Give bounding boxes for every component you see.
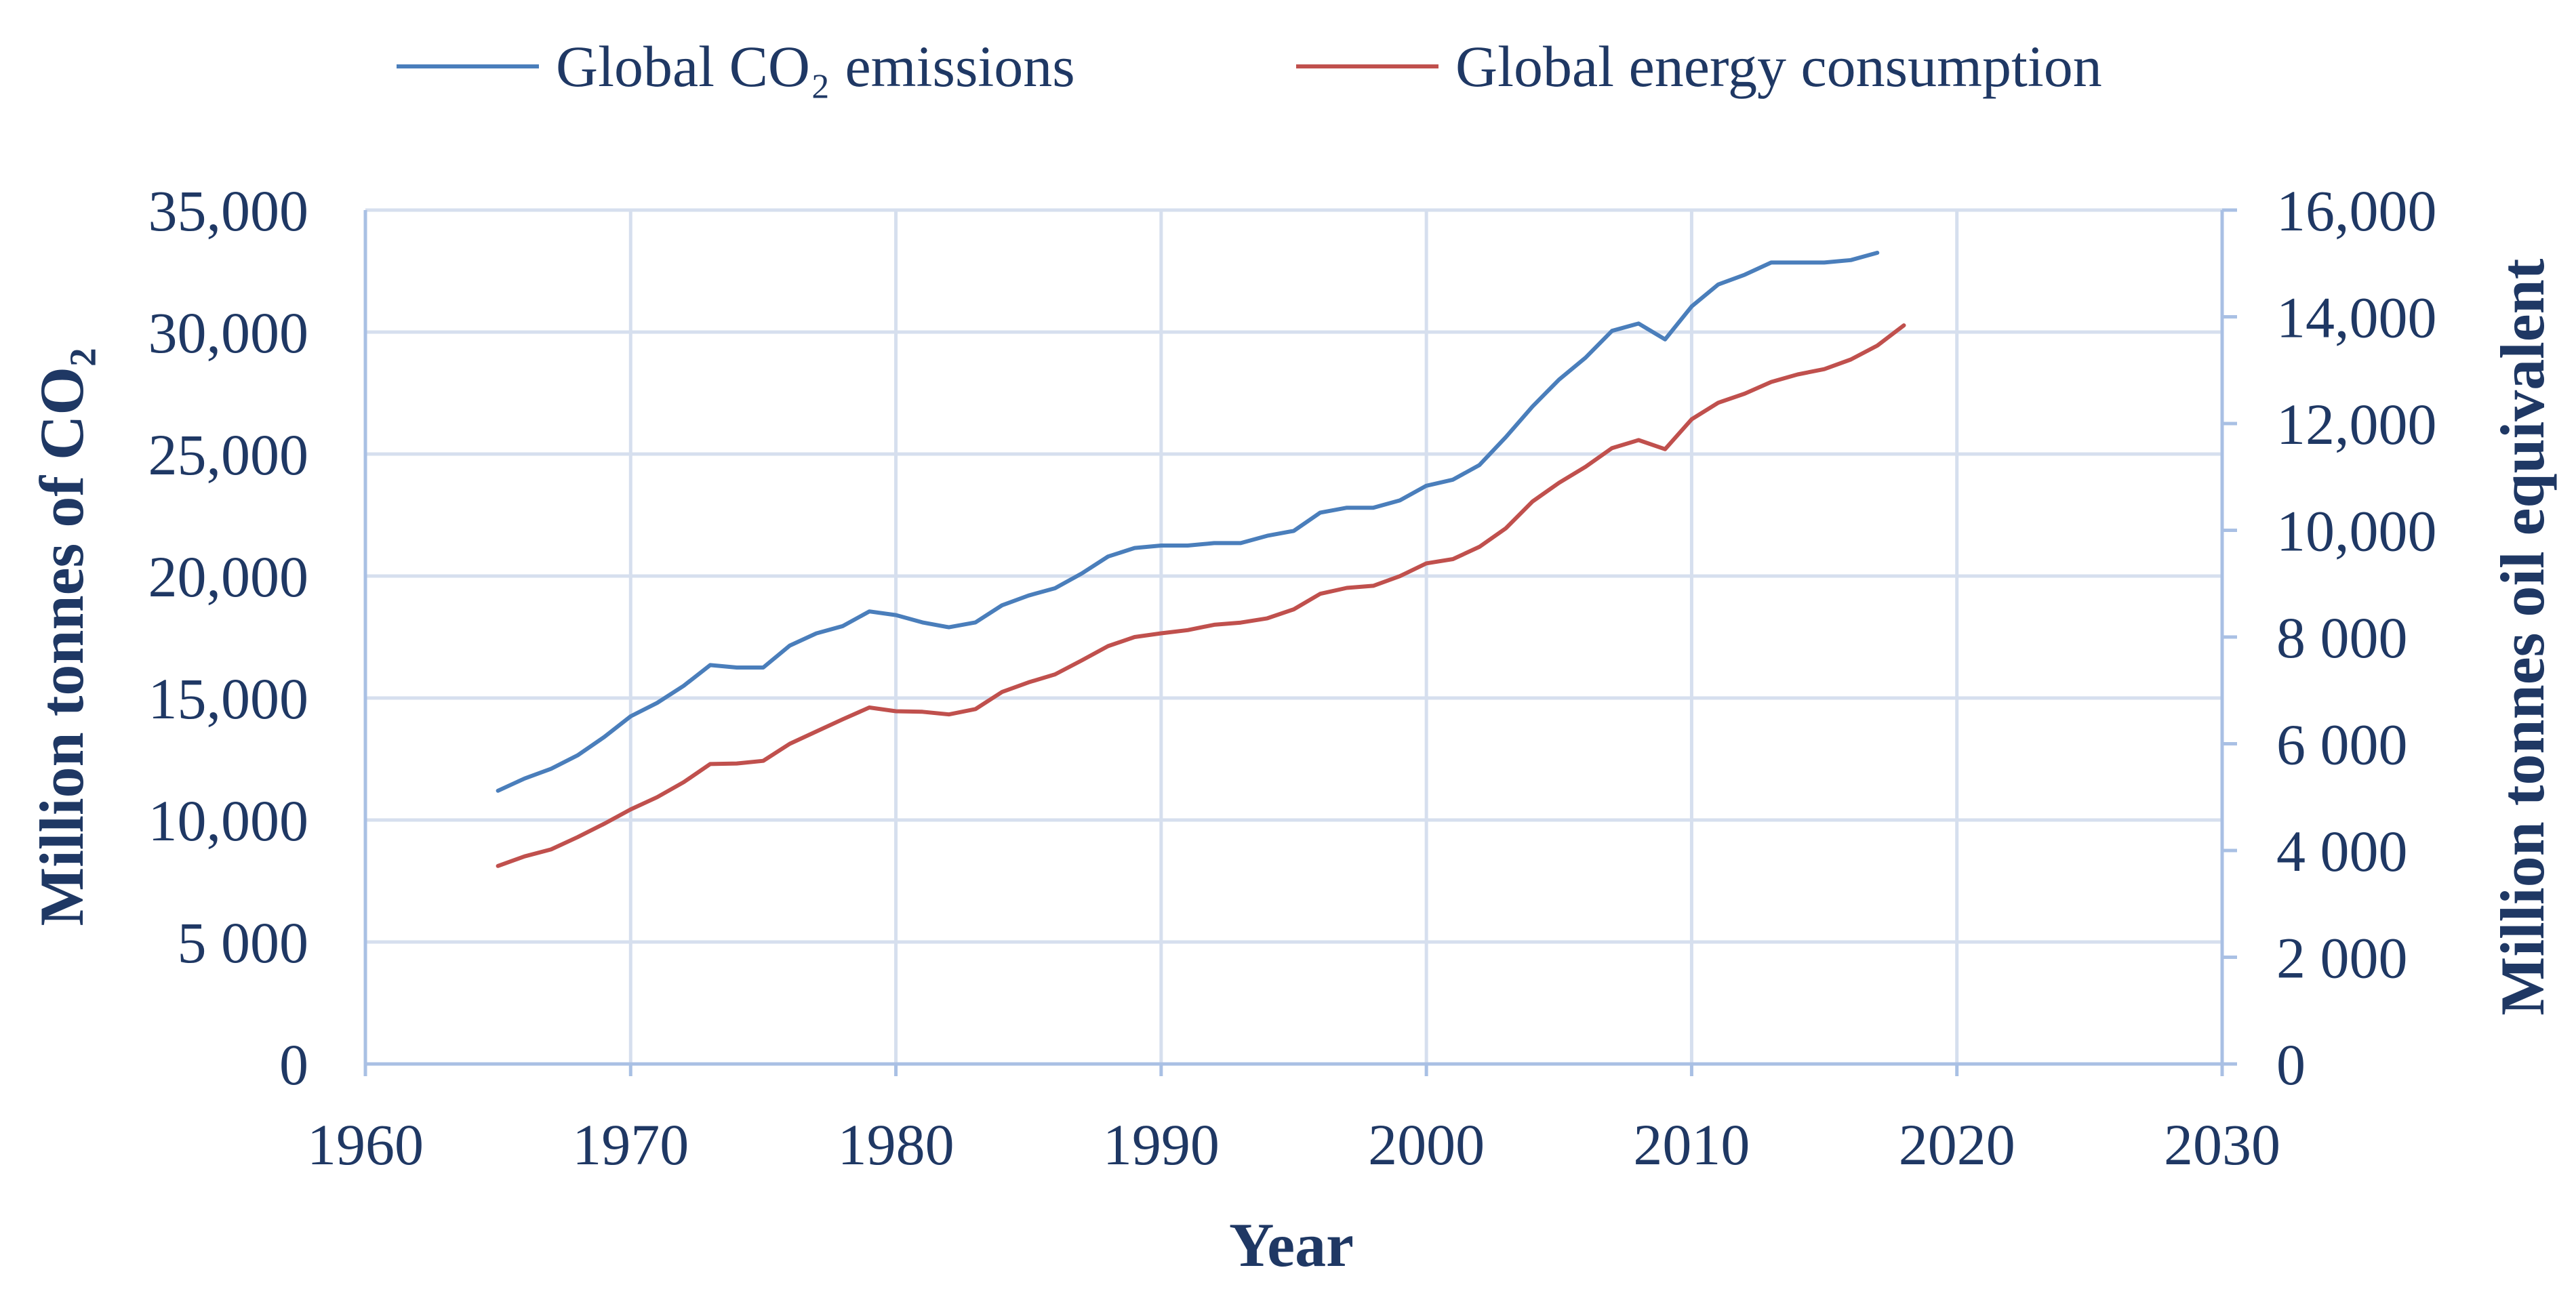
y-left-tick-label: 35,000 (148, 178, 309, 243)
x-tick-label: 2030 (2164, 1112, 2280, 1177)
x-tick-label: 1980 (838, 1112, 954, 1177)
y-axis-left-title: Million tonnes of CO₂ (27, 348, 96, 926)
y-right-tick-label: 0 (2276, 1032, 2306, 1097)
x-tick-label: 1990 (1103, 1112, 1220, 1177)
y-left-tick-labels: 0 5 000 10,000 15,000 20,000 25,000 30,000 35,0… (148, 178, 309, 1097)
y-right-tick-label: 8 000 (2276, 605, 2408, 670)
axes (363, 210, 2224, 1066)
x-axis-title: Year (1229, 1210, 1354, 1279)
y-left-tick-label: 20,000 (148, 544, 309, 609)
x-tick-label: 2000 (1368, 1112, 1485, 1177)
legend: Global CO₂ emissions Global energy consu… (397, 34, 2102, 99)
gridlines (363, 208, 2237, 1076)
x-tick-labels: 1960 1970 1980 1990 2000 2010 2020 2030 (307, 1112, 2280, 1177)
y-right-tick-label: 16,000 (2276, 178, 2437, 243)
x-tick-label: 2010 (1633, 1112, 1750, 1177)
x-tick-label: 1960 (307, 1112, 424, 1177)
x-tick-label: 1970 (572, 1112, 689, 1177)
y-right-tick-labels: 0 2 000 4 000 6 000 8 000 10,000 12,000 14,000 1… (2276, 178, 2437, 1097)
y-right-tick-label: 2 000 (2276, 926, 2408, 991)
y-axis-right-title: Million tonnes oil equivalent (2488, 258, 2557, 1015)
series (496, 251, 1906, 868)
legend-item-co2: Global CO₂ emissions (397, 34, 1075, 99)
y-left-tick-label: 25,000 (148, 422, 309, 487)
y-right-tick-label: 12,000 (2276, 392, 2437, 457)
y-right-tick-label: 14,000 (2276, 285, 2437, 350)
y-right-tick-label: 4 000 (2276, 819, 2408, 884)
legend-label-co2: Global CO₂ emissions (556, 34, 1075, 99)
x-tick-label: 2020 (1899, 1112, 2015, 1177)
y-right-tick-label: 10,000 (2276, 499, 2437, 564)
legend-label-energy: Global energy consumption (1455, 34, 2102, 99)
y-left-tick-label: 10,000 (148, 788, 309, 853)
y-left-tick-label: 0 (279, 1032, 308, 1097)
series-line-energy-consumption (496, 323, 1906, 868)
y-right-tick-label: 6 000 (2276, 712, 2408, 777)
y-left-tick-label: 30,000 (148, 300, 309, 365)
series-line-co2-emissions (496, 251, 1880, 793)
legend-item-energy: Global energy consumption (1296, 34, 2102, 99)
y-left-tick-label: 5 000 (178, 910, 309, 975)
y-left-tick-label: 15,000 (148, 666, 309, 731)
